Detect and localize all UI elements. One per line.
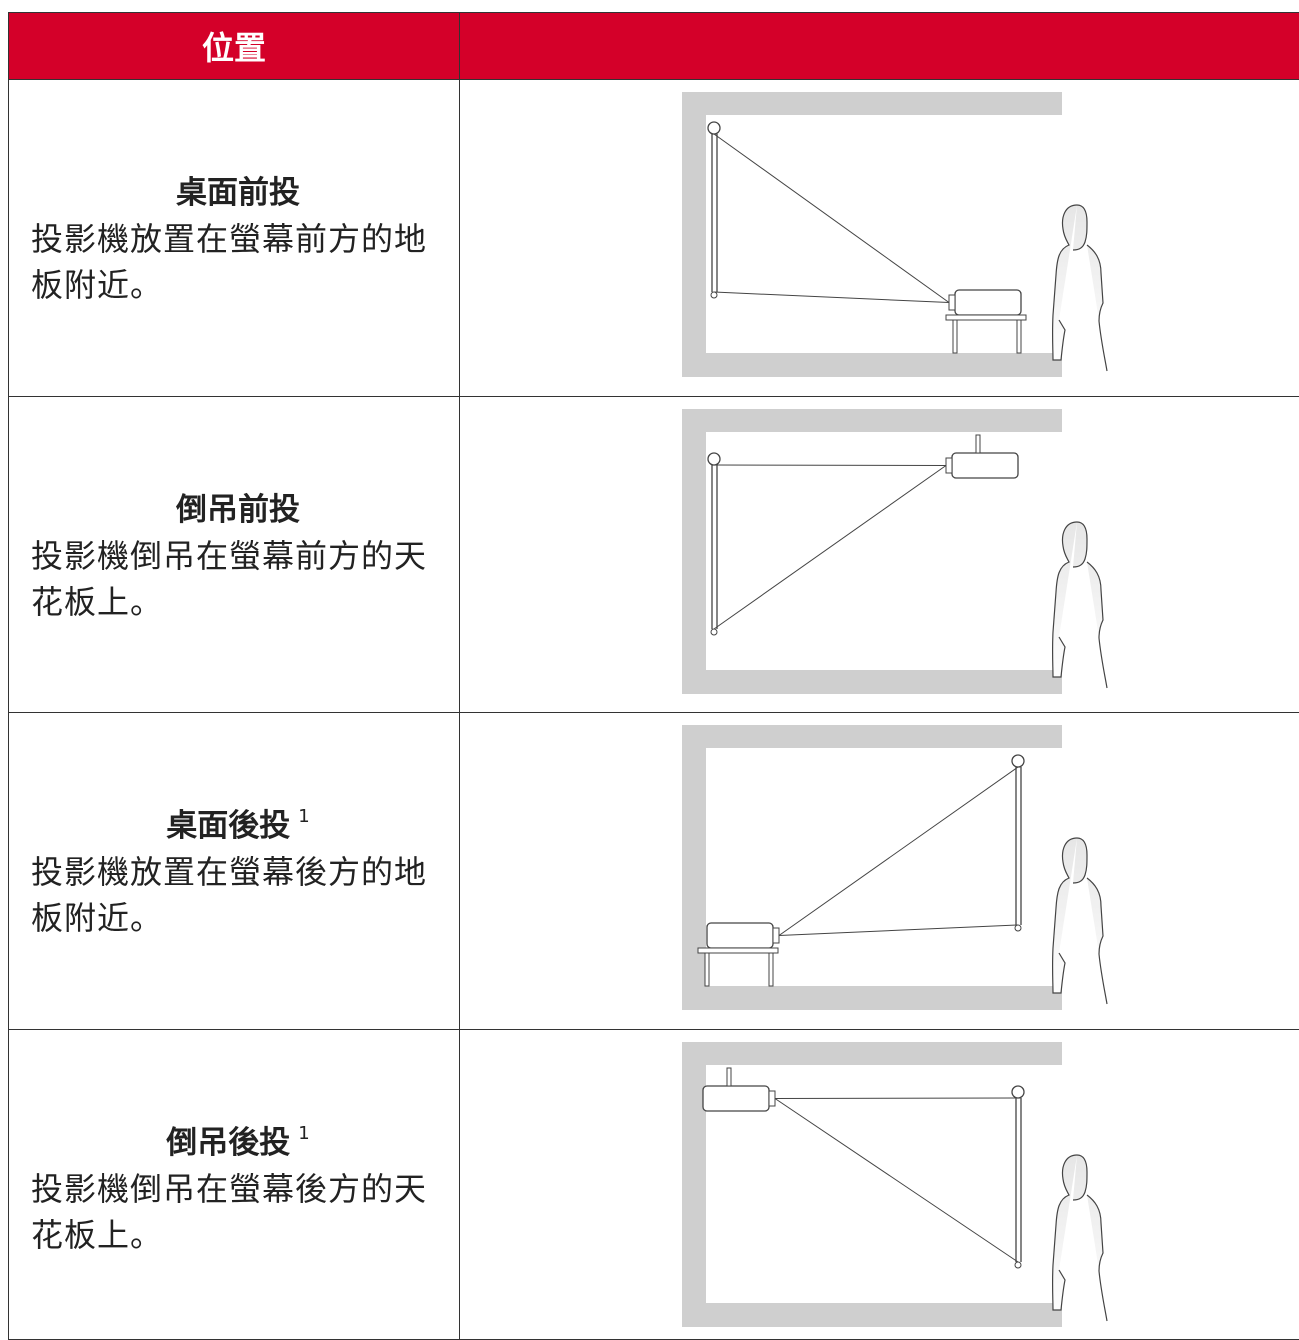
screen-roll <box>707 121 721 135</box>
title-text: 桌面前投 <box>176 175 300 211</box>
title-text: 倒吊前投 <box>176 492 300 528</box>
projector <box>954 289 1022 316</box>
screen-end <box>710 291 718 299</box>
row-title: 桌面前投 <box>31 172 445 214</box>
screen-roll <box>1011 1085 1025 1099</box>
header-cell <box>459 12 1299 80</box>
floor <box>682 670 1062 694</box>
label-cell: 倒吊前投投影機倒吊在螢幕前方的天花板上。 <box>8 397 460 713</box>
person <box>1051 1154 1108 1322</box>
ray <box>774 1097 1019 1099</box>
diagram <box>682 725 1108 1010</box>
row-description: 投影機倒吊在螢幕前方的天花板上。 <box>31 537 428 621</box>
ray <box>713 465 947 630</box>
mount <box>975 434 981 454</box>
ray <box>713 464 947 466</box>
screen-end <box>710 628 718 636</box>
ray <box>778 766 1019 936</box>
row-title: 桌面後投 1 <box>31 805 445 847</box>
diagram <box>682 92 1108 377</box>
table-leg <box>952 319 958 354</box>
screen-end <box>1014 924 1022 932</box>
screen-end <box>1014 1261 1022 1269</box>
projector <box>951 452 1019 479</box>
mount <box>726 1067 732 1087</box>
wall <box>682 1042 706 1327</box>
wall <box>682 409 706 694</box>
ceiling <box>682 92 1062 115</box>
person <box>1051 521 1108 689</box>
row-description: 投影機放置在螢幕前方的地板附近。 <box>31 220 428 304</box>
footnote-mark: 1 <box>298 806 310 827</box>
floor <box>682 353 1062 377</box>
projector <box>702 1085 770 1112</box>
table-top <box>697 947 779 954</box>
ceiling <box>682 409 1062 432</box>
diagram <box>682 1042 1108 1327</box>
lens <box>768 1090 776 1107</box>
row-title: 倒吊後投 1 <box>31 1122 445 1164</box>
row-title: 倒吊前投 <box>31 489 445 531</box>
diagram-cell <box>459 713 1299 1030</box>
ceiling <box>682 1042 1062 1065</box>
header-cell: 位置 <box>8 12 460 80</box>
diagram <box>682 409 1108 694</box>
lens <box>772 927 780 944</box>
title-text: 倒吊後投 <box>166 1125 291 1161</box>
lens <box>945 457 953 474</box>
label-cell: 倒吊後投 1 投影機倒吊在螢幕後方的天花板上。 <box>8 1030 460 1340</box>
ray <box>778 924 1019 936</box>
footnote-mark: 1 <box>298 1123 310 1144</box>
table-leg <box>1016 319 1022 354</box>
row-description: 投影機放置在螢幕後方的地板附近。 <box>31 853 428 937</box>
projector <box>706 922 774 949</box>
label-cell: 桌面前投投影機放置在螢幕前方的地板附近。 <box>8 80 460 397</box>
ray <box>774 1098 1019 1263</box>
ray <box>713 291 950 303</box>
person <box>1051 204 1108 372</box>
lens <box>948 294 956 311</box>
diagram-cell <box>459 397 1299 713</box>
screen-roll <box>707 452 721 466</box>
diagram-cell <box>459 80 1299 397</box>
diagram-cell <box>459 1030 1299 1340</box>
table-top <box>945 314 1027 321</box>
person <box>1051 837 1108 1005</box>
row-description: 投影機倒吊在螢幕後方的天花板上。 <box>31 1170 428 1254</box>
ceiling <box>682 725 1062 748</box>
title-text: 桌面後投 <box>166 808 291 844</box>
header-title: 位置 <box>201 29 266 67</box>
label-cell: 桌面後投 1 投影機放置在螢幕後方的地板附近。 <box>8 713 460 1030</box>
ray <box>713 133 950 303</box>
screen-roll <box>1011 754 1025 768</box>
table-leg <box>768 952 774 987</box>
wall <box>682 92 706 377</box>
floor <box>682 986 1062 1010</box>
floor <box>682 1303 1062 1327</box>
table-leg <box>704 952 710 987</box>
wall <box>682 725 706 1010</box>
